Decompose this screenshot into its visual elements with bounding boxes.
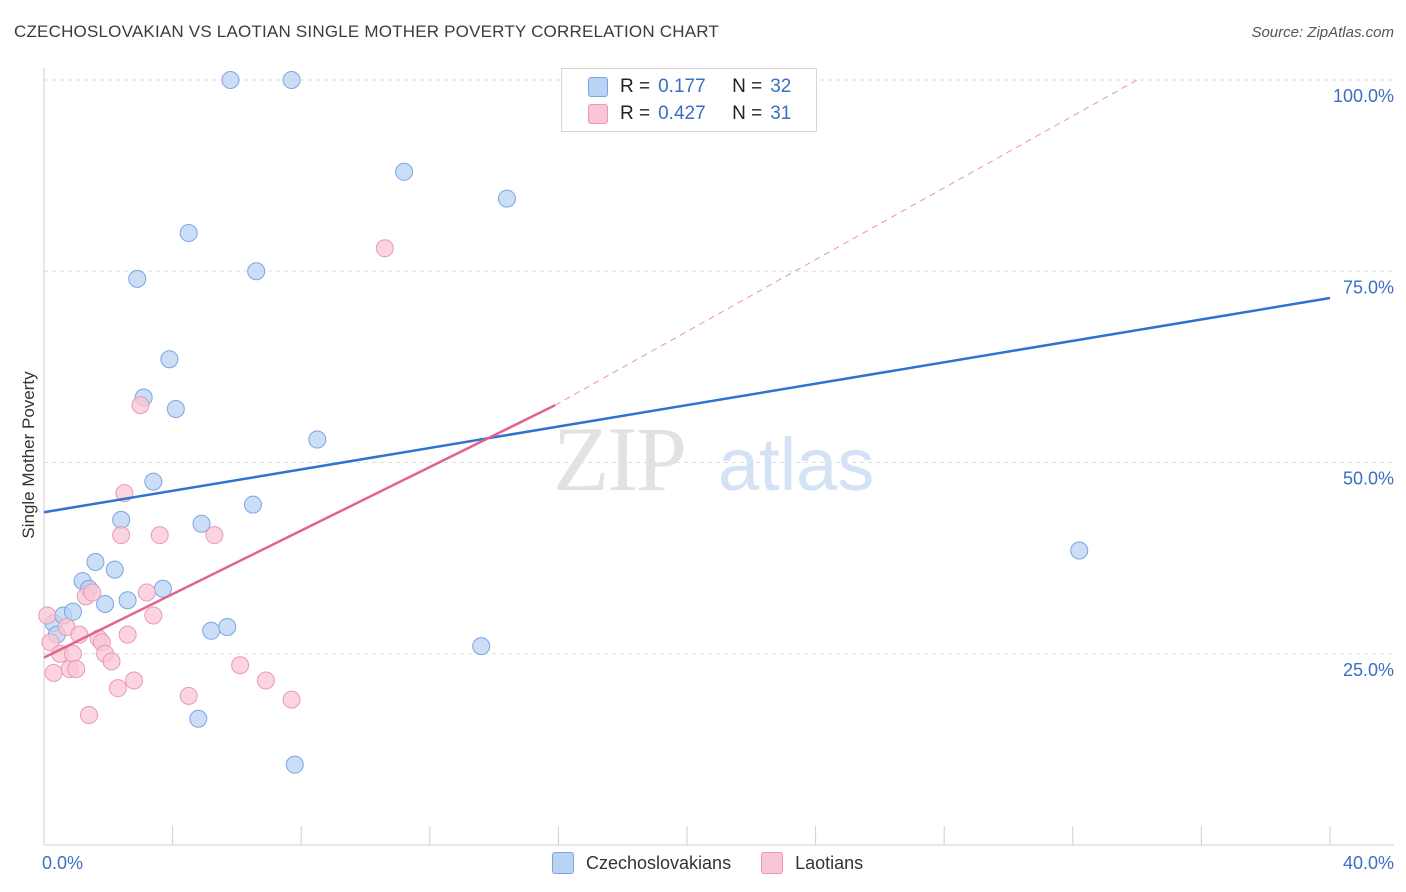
laotian-point [231, 656, 250, 675]
legend-n-value: 31 [770, 103, 792, 124]
czechoslovakian-point [112, 510, 131, 529]
czechoslovakian-trend-line [43, 296, 1331, 514]
laotian-point [144, 606, 163, 625]
laotian-point [125, 671, 144, 690]
laotian-point [256, 671, 275, 690]
legend-label: Laotians [795, 852, 864, 873]
y-tick-label: 25.0% [1343, 660, 1394, 680]
legend-n-label: N = [732, 76, 763, 97]
czechoslovakian-point [96, 595, 115, 614]
source-label: Source: ZipAtlas.com [1251, 24, 1394, 41]
laotian-point [282, 690, 301, 709]
czechoslovakian-point [285, 755, 304, 774]
laotian-point [375, 239, 394, 258]
czechoslovakian-point [472, 637, 491, 656]
laotian-trend-line [43, 404, 556, 659]
axes: 25.0% 50.0% 75.0% 100.0% 0.0% 40.0% [42, 68, 1394, 873]
laotian-point [80, 705, 99, 724]
y-tick-label: 100.0% [1333, 86, 1394, 106]
laotian-point [179, 686, 198, 705]
legend-n-value: 32 [770, 76, 792, 97]
watermark-zip: ZIP [553, 408, 685, 510]
legend-row-czechoslovakians: R = 0.177 N = 32 [588, 75, 791, 99]
laotian-point [108, 679, 127, 698]
legend-n-label: N = [732, 103, 763, 124]
czechoslovakian-point [221, 71, 240, 89]
legend-r-value: 0.177 [658, 76, 706, 97]
laotian-points [38, 239, 394, 724]
czechoslovakian-point [128, 269, 147, 288]
czechoslovakian-point [179, 224, 198, 242]
x-tick-label: 40.0% [1343, 853, 1394, 873]
legend-r-label: R = [620, 103, 651, 124]
correlation-legend: R = 0.177 N = 32 R = 0.427 N = 31 [561, 68, 817, 132]
y-tick-label: 75.0% [1343, 277, 1394, 297]
laotian-trend-extension [554, 79, 1138, 406]
legend-row-laotians: R = 0.427 N = 31 [588, 102, 791, 126]
czechoslovakian-point [218, 617, 237, 636]
laotian-point [44, 663, 63, 682]
laotian-point [118, 625, 137, 644]
laotian-point [131, 396, 150, 415]
laotian-point [83, 583, 102, 602]
laotian-point [102, 652, 121, 671]
czechoslovakian-point [497, 189, 516, 208]
chart-title: CZECHOSLOVAKIAN VS LAOTIAN SINGLE MOTHER… [14, 22, 719, 41]
czechoslovakian-point [160, 350, 179, 369]
legend-item-laotians: Laotians [761, 852, 863, 874]
czechoslovakian-point [144, 472, 163, 491]
legend-r-label: R = [620, 76, 651, 97]
czechoslovakian-point [282, 71, 301, 89]
y-tick-label: 50.0% [1343, 469, 1394, 489]
legend-swatch-blue [552, 852, 574, 874]
czechoslovakian-point [308, 430, 327, 449]
czechoslovakian-point [166, 399, 185, 418]
legend-swatch-pink [761, 852, 784, 874]
watermark-atlas: atlas [718, 423, 874, 506]
laotian-point [112, 526, 131, 545]
czechoslovakian-point [105, 560, 124, 579]
x-tick-label: 0.0% [42, 853, 83, 873]
laotian-point [150, 526, 169, 545]
czechoslovakian-point [86, 552, 105, 571]
czechoslovakian-point [192, 514, 211, 533]
laotian-point [63, 644, 82, 663]
legend-swatch-blue [588, 77, 608, 97]
czechoslovakian-point [118, 591, 137, 610]
y-axis-label: Single Mother Poverty [19, 371, 38, 539]
czechoslovakian-point [1070, 541, 1089, 560]
legend-label: Czechoslovakians [586, 852, 732, 873]
czechoslovakian-point [189, 709, 208, 728]
czechoslovakian-point [395, 162, 414, 181]
legend-swatch-pink [588, 104, 608, 124]
laotian-point [38, 606, 57, 625]
trend-lines [43, 79, 1331, 659]
czechoslovakian-points [44, 71, 1089, 774]
czechoslovakian-point [247, 262, 266, 281]
czechoslovakian-point [243, 495, 262, 514]
legend-item-czechoslovakians: Czechoslovakians [552, 852, 731, 874]
czechoslovakian-point [63, 602, 82, 621]
laotian-point [137, 583, 156, 602]
laotian-point [41, 633, 60, 652]
series-legend: Czechoslovakians Laotians [552, 852, 893, 874]
laotian-point [67, 660, 86, 679]
gridlines [44, 79, 1394, 655]
laotian-point [205, 526, 224, 545]
legend-r-value: 0.427 [658, 103, 706, 124]
czechoslovakian-point [202, 621, 221, 640]
